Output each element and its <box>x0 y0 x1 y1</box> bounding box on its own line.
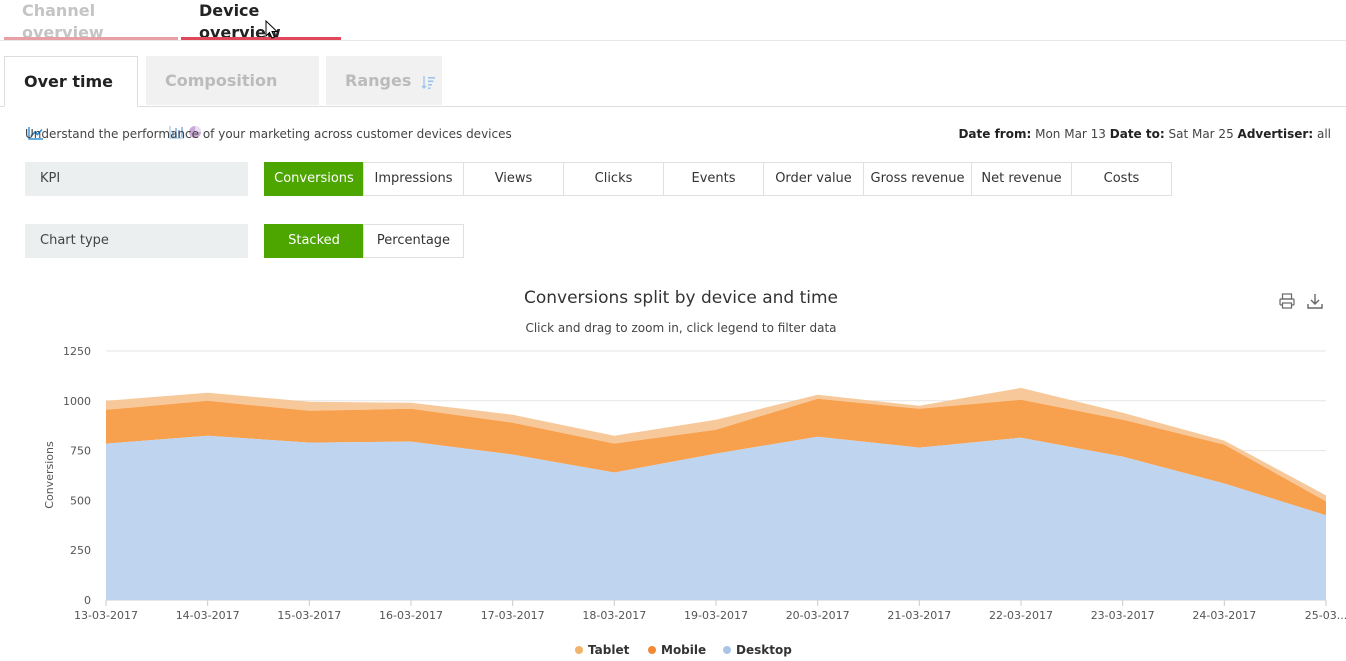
tab-over-time[interactable]: Over time <box>4 56 138 140</box>
date-from-value: Mon Mar 13 <box>1035 127 1106 141</box>
chart-type-button-percentage[interactable]: Percentage <box>363 224 464 258</box>
tab-channel-overview[interactable]: Channel overview <box>4 0 178 42</box>
line-chart-icon <box>28 126 43 140</box>
kpi-button-costs[interactable]: Costs <box>1071 162 1172 196</box>
legend-desktop-label: Desktop <box>736 643 792 657</box>
tab-channel-overview-underline <box>4 37 178 40</box>
advertiser-label: Advertiser: <box>1237 127 1314 141</box>
mouse-cursor-icon <box>265 20 279 39</box>
chart-type-selector: Stacked Percentage <box>264 224 464 258</box>
kpi-label: KPI <box>25 162 248 196</box>
mobile-area <box>106 398 1326 516</box>
date-to-label: Date to: <box>1109 127 1165 141</box>
x-tick-label-4: 17-03-2017 <box>481 609 545 622</box>
advertiser-value: all <box>1316 127 1331 141</box>
x-tick-label-9: 22-03-2017 <box>989 609 1053 622</box>
legend-item-tablet[interactable]: Tablet <box>575 643 629 657</box>
tab-device-overview[interactable]: Device overview <box>181 0 341 42</box>
date-from-label: Date from: <box>958 127 1032 141</box>
x-tick-label-1: 14-03-2017 <box>176 609 240 622</box>
tab-over-time-label: Over time <box>24 72 113 91</box>
chart-type-button-stacked[interactable]: Stacked <box>264 224 364 258</box>
x-tick-label-3: 16-03-2017 <box>379 609 443 622</box>
x-tick-label-7: 20-03-2017 <box>786 609 850 622</box>
legend-item-mobile[interactable]: Mobile <box>648 643 706 657</box>
y-tick-label-1000: 1000 <box>63 395 91 408</box>
kpi-button-impressions[interactable]: Impressions <box>363 162 464 196</box>
bar-pie-chart-icon <box>169 125 201 139</box>
download-icon[interactable] <box>1306 292 1324 310</box>
page-description: Understand the performance of your marke… <box>25 127 512 141</box>
kpi-button-views[interactable]: Views <box>463 162 564 196</box>
date-filter-summary: Date from: Mon Mar 13 Date to: Sat Mar 2… <box>958 127 1331 141</box>
x-tick-label-12: 25-03... <box>1305 609 1346 622</box>
chart-type-label: Chart type <box>25 224 248 258</box>
legend-desktop-marker <box>723 645 731 654</box>
y-axis-label: Conversions <box>43 441 56 509</box>
y-tick-label-750: 750 <box>70 445 91 458</box>
x-tick-label-0: 13-03-2017 <box>74 609 138 622</box>
kpi-selector: Conversions Impressions Views Clicks Eve… <box>264 162 1172 196</box>
view-tab-bar: Over time Composition Ranges <box>0 56 1346 140</box>
x-tick-label-8: 21-03-2017 <box>887 609 951 622</box>
print-icon[interactable] <box>1278 292 1296 310</box>
y-tick-label-250: 250 <box>70 544 91 557</box>
tablet-area <box>106 387 1326 502</box>
y-tick-label-500: 500 <box>70 494 91 507</box>
y-tick-label-0: 0 <box>84 594 91 607</box>
x-tick-label-10: 23-03-2017 <box>1091 609 1155 622</box>
top-tab-bar: Channel overview Device overview <box>0 0 1346 42</box>
kpi-button-order-value[interactable]: Order value <box>763 162 864 196</box>
kpi-button-conversions[interactable]: Conversions <box>264 162 364 196</box>
kpi-button-clicks[interactable]: Clicks <box>563 162 664 196</box>
sort-ranges-icon <box>421 75 435 89</box>
legend-mobile-label: Mobile <box>661 643 707 657</box>
date-to-value: Sat Mar 25 <box>1168 127 1234 141</box>
x-tick-label-6: 19-03-2017 <box>684 609 748 622</box>
chart-title: Conversions split by device and time <box>523 288 839 308</box>
tab-device-overview-underline <box>181 37 341 40</box>
legend-tablet-label: Tablet <box>588 643 630 657</box>
tab-ranges-label: Ranges <box>345 71 412 90</box>
tab-ranges[interactable]: Ranges <box>326 56 442 105</box>
x-tick-label-11: 24-03-2017 <box>1192 609 1256 622</box>
chart-subtitle: Click and drag to zoom in, click legend … <box>525 321 837 335</box>
kpi-button-events[interactable]: Events <box>663 162 764 196</box>
x-tick-label-5: 18-03-2017 <box>582 609 646 622</box>
legend-item-desktop[interactable]: Desktop <box>723 643 792 657</box>
kpi-button-net-revenue[interactable]: Net revenue <box>971 162 1072 196</box>
legend-mobile-marker <box>648 645 656 654</box>
legend-tablet-marker <box>575 645 583 654</box>
tab-composition[interactable]: Composition <box>146 56 319 139</box>
desktop-area <box>106 435 1326 600</box>
kpi-button-gross-revenue[interactable]: Gross revenue <box>863 162 972 196</box>
tab-composition-label: Composition <box>165 71 278 90</box>
x-tick-label-2: 15-03-2017 <box>277 609 341 622</box>
y-tick-label-1250: 1250 <box>63 345 91 358</box>
